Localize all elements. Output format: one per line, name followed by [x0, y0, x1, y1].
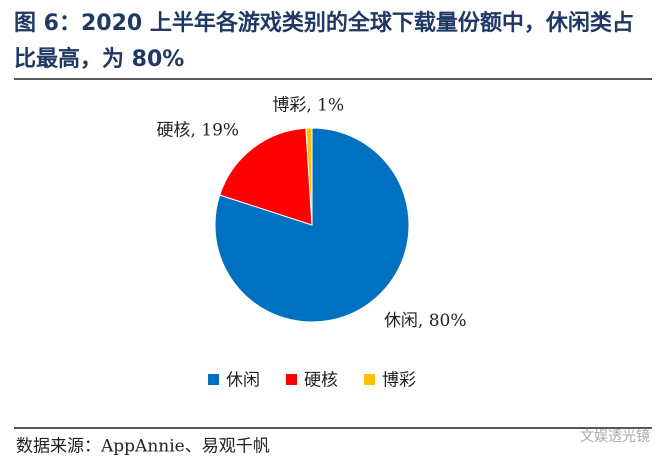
- data-label: 休闲, 80%: [384, 311, 467, 331]
- source: 数据来源：AppAnnie、易观千帆: [16, 437, 270, 457]
- chart-title: 图 6：2020 上半年各游戏类别的全球下载量份额中，休闲类占比最高，为 80%: [14, 11, 634, 72]
- legend-label: 博彩: [382, 371, 416, 391]
- data-label: 硬核, 19%: [156, 120, 239, 140]
- pie-slice: [219, 127, 313, 226]
- watermark: 文娱透光镜: [580, 429, 650, 445]
- legend-label: 休闲: [226, 371, 260, 391]
- legend-swatch: [286, 374, 297, 385]
- data-label: 博彩, 1%: [272, 96, 344, 116]
- legend-swatch: [208, 374, 219, 385]
- legend-label: 硬核: [304, 371, 338, 391]
- legend-swatch: [364, 374, 375, 385]
- pie-slice: [305, 127, 313, 226]
